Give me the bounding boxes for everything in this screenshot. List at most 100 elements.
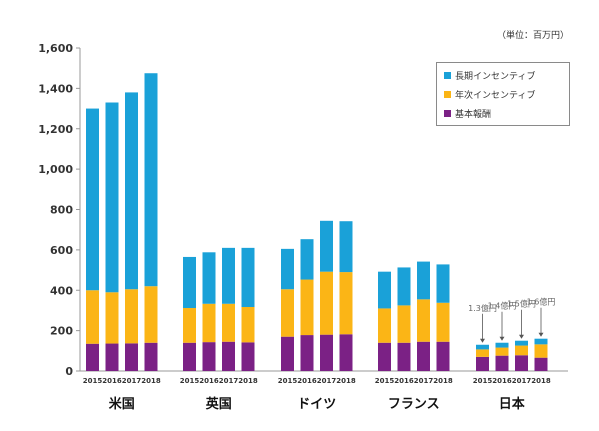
bar-segment-long (320, 220, 333, 272)
bar-segment-base (144, 342, 158, 371)
year-tick-label: 2015 (473, 377, 493, 385)
legend-label-base: 基本報酬 (455, 109, 492, 120)
bar-segment-base (281, 336, 294, 371)
legend-item-annual: 年次インセンティブ (444, 87, 535, 101)
bar-segment-long (202, 252, 216, 304)
annotation-arrowhead (538, 332, 544, 337)
group-label: フランス (388, 397, 440, 412)
y-tick-label: 200 (50, 325, 73, 338)
year-tick-label: 2017 (219, 377, 239, 385)
y-tick-label: 1,200 (38, 123, 73, 136)
year-tick-label: 2016 (199, 377, 219, 385)
year-tick-label: 2018 (336, 377, 356, 385)
bar-segment-base (476, 356, 489, 371)
bar-segment-annual (436, 302, 450, 342)
year-tick-label: 2017 (414, 377, 434, 385)
group-label: 米国 (109, 396, 135, 412)
bar-segment-base (300, 335, 314, 371)
y-tick-label: 800 (50, 204, 73, 217)
bar-segment-base (378, 342, 391, 371)
data-annotation: 1.3億円 (468, 303, 497, 313)
year-tick-label: 2016 (394, 377, 414, 385)
bar-segment-long (144, 73, 158, 287)
bar-segment-long (436, 264, 450, 303)
group-label: 日本 (499, 396, 525, 412)
bar-segment-annual (86, 290, 99, 344)
year-tick-label: 2015 (375, 377, 395, 385)
bar-segment-annual (417, 299, 430, 342)
bar-segment-annual (515, 345, 528, 356)
bar-segment-annual (378, 308, 391, 343)
bar-segment-base (183, 342, 196, 371)
year-tick-label: 2018 (433, 377, 453, 385)
legend-label-long: 長期インセンティブ (455, 71, 536, 82)
unit-label: （単位：百万円） (496, 31, 569, 41)
annotation-arrowhead (519, 334, 524, 339)
legend-swatch-base (444, 109, 451, 117)
year-tick-label: 2018 (531, 377, 551, 385)
group-label: 英国 (205, 396, 232, 412)
y-tick-label: 1,600 (38, 42, 73, 55)
bar-segment-base (125, 343, 138, 371)
data-annotation: 1.6億円 (527, 297, 556, 307)
year-tick-label: 2017 (512, 377, 532, 385)
bar-segment-annual (534, 344, 548, 358)
legend-label-annual: 年次インセンティブ (455, 90, 536, 101)
year-tick-label: 2016 (102, 377, 122, 385)
bar-segment-base (515, 355, 528, 371)
bar-segment-annual (339, 272, 353, 335)
bar-segment-annual (202, 303, 216, 343)
annotation-arrowhead (499, 336, 505, 341)
bar-segment-base (222, 341, 235, 371)
bar-segment-long (397, 267, 411, 306)
bar-segment-base (397, 342, 411, 371)
bar-segment-long (534, 338, 548, 345)
bar-segment-base (105, 343, 119, 371)
bar-segment-long (86, 108, 99, 291)
bar-segment-base (495, 355, 509, 371)
bar-segment-long (105, 102, 119, 293)
bar-segment-base (202, 342, 216, 371)
bar-segment-long (125, 92, 138, 290)
legend: 長期インセンティブ 年次インセンティブ 基本報酬 (436, 62, 570, 126)
bar-segment-base (86, 343, 99, 371)
bar-segment-annual (495, 347, 509, 356)
bar-segment-annual (300, 279, 314, 336)
year-tick-label: 2017 (317, 377, 337, 385)
bar-segment-long (281, 248, 294, 290)
bar-segment-long (378, 271, 391, 309)
y-tick-label: 1,400 (38, 82, 73, 95)
bar-segment-annual (183, 308, 196, 343)
bar-segment-long (495, 342, 509, 348)
y-tick-label: 400 (50, 284, 73, 297)
annotation-arrowhead (480, 338, 485, 343)
bar-segment-base (339, 334, 353, 371)
y-tick-label: 1,000 (38, 163, 73, 176)
legend-swatch-annual (444, 90, 451, 98)
bar-segment-long (515, 340, 528, 346)
data-annotation: 1.5億円 (507, 299, 536, 309)
bar-segment-annual (241, 307, 255, 343)
bar-segment-long (222, 247, 235, 304)
year-tick-label: 2016 (492, 377, 512, 385)
bar-segment-annual (125, 289, 138, 344)
legend-item-long: 長期インセンティブ (444, 68, 535, 82)
bar-segment-long (241, 247, 255, 308)
group-label: ドイツ (297, 397, 336, 412)
bar-segment-base (436, 341, 450, 371)
year-tick-label: 2017 (122, 377, 142, 385)
y-tick-label: 600 (50, 244, 73, 257)
bar-segment-annual (281, 289, 294, 337)
bar-segment-annual (320, 271, 333, 335)
bar-segment-long (339, 221, 353, 273)
y-tick-label: 0 (65, 365, 73, 378)
bar-segment-base (320, 334, 333, 371)
year-tick-label: 2018 (141, 377, 161, 385)
year-tick-label: 2016 (297, 377, 317, 385)
bar-segment-annual (144, 286, 158, 343)
year-tick-label: 2018 (238, 377, 258, 385)
bar-segment-base (417, 341, 430, 371)
bar-segment-long (183, 256, 196, 309)
